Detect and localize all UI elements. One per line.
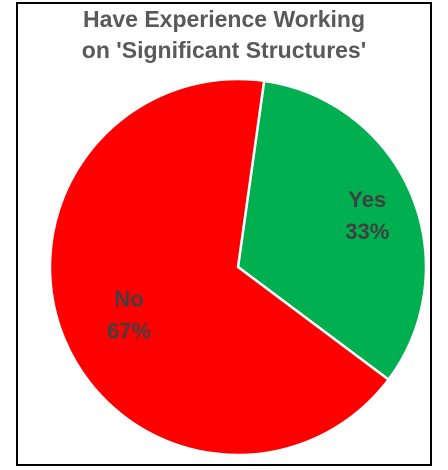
pie-labels: Yes 33% No 67% xyxy=(107,187,389,343)
chart-title-line-1: Have Experience Working xyxy=(82,6,366,32)
pie-slice-no xyxy=(48,77,391,457)
slice-label-yes: Yes xyxy=(348,187,386,212)
slice-label-no: No xyxy=(114,286,143,311)
chart-title: Have Experience Working on 'Significant … xyxy=(16,4,432,66)
pie-slices xyxy=(48,77,428,457)
slice-value-no: 67% xyxy=(107,318,151,343)
slice-value-yes: 33% xyxy=(345,219,389,244)
pie-slice-yes xyxy=(236,79,428,382)
chart-title-line-2: on 'Significant Structures' xyxy=(81,37,367,63)
